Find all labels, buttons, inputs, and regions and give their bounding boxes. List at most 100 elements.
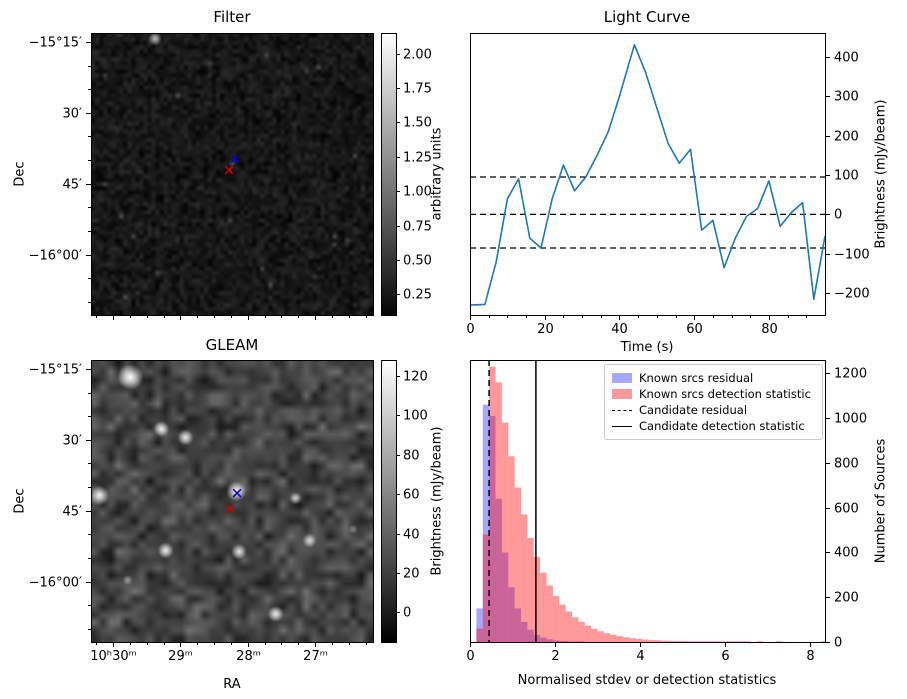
legend-label: Known srcs detection statistic: [639, 387, 811, 401]
axes-frame: [470, 33, 826, 316]
tick-label: 6: [721, 649, 729, 664]
tick-label: 2: [551, 649, 559, 664]
axes-frame: [91, 33, 374, 316]
tick-label: 1.00: [403, 185, 432, 200]
histogram-plot: [476, 360, 825, 642]
tick-label: 0: [834, 208, 842, 223]
tick-label: −100: [834, 248, 870, 263]
filter-colorbar-label: arbitrary units: [429, 127, 445, 221]
tick-label: 1000: [834, 412, 867, 427]
tick-label: −16°00′: [29, 249, 82, 264]
legend-pink-patch-icon: [612, 389, 632, 399]
lightcurve-brightness-label: Brightness (mJy/beam): [873, 99, 889, 249]
tick-label: 20: [403, 567, 420, 582]
tick-label: 60: [686, 322, 703, 337]
gleam-markers: [225, 488, 242, 514]
histogram-legend: Known srcs residual Known srcs detection…: [604, 364, 823, 440]
plot-contents: [224, 43, 826, 642]
gleam-colorbar: [381, 360, 396, 642]
tick-label: 0: [403, 606, 411, 621]
marker-x-red: [224, 165, 234, 175]
tick-label: 4: [636, 649, 644, 664]
hist-series-0: [476, 404, 585, 642]
light-curve-plot: [469, 43, 826, 306]
tick-labels: −15°15′ 30′ 45′ −16°00′ −15°15′ 30′ 45′ −16°00′…: [29, 36, 870, 665]
lightcurve-time-label: Time (s): [620, 340, 674, 355]
tick-label: 28ᵐ: [236, 649, 261, 664]
tick-label: 45′: [63, 178, 83, 193]
filter-colorbar: [381, 33, 396, 315]
tick-label: 200: [834, 130, 859, 145]
light-curve-line: [469, 43, 826, 306]
legend-label: Known srcs residual: [639, 371, 754, 385]
tick-label: 40: [403, 528, 420, 543]
tick-label: 8: [806, 649, 814, 664]
tick-label: 300: [834, 90, 859, 105]
tick-label: −15°15′: [29, 36, 82, 51]
legend-item-candidate-detstat: Candidate detection statistic: [612, 418, 815, 434]
tick-label: 29ᵐ: [168, 649, 193, 664]
marker-x-blue: [232, 488, 242, 498]
legend-item-known-detstat: Known srcs detection statistic: [612, 386, 815, 402]
filter-dec-label: Dec: [12, 161, 28, 187]
tick-label: −16°00′: [29, 576, 82, 591]
axes-frames: [91, 33, 826, 643]
tick-label: 1200: [834, 367, 867, 382]
tick-label: 0: [466, 322, 474, 337]
tick-label: 100: [834, 169, 859, 184]
legend-solid-line-icon: [612, 425, 632, 427]
tick-label: 1.50: [403, 116, 432, 131]
tick-label: 200: [834, 591, 859, 606]
tick-label: 2.00: [403, 48, 432, 63]
axes-frame: [91, 360, 374, 643]
legend-blue-patch-icon: [612, 373, 632, 383]
axes-frame: [381, 33, 397, 316]
tick-label: −15°15′: [29, 363, 82, 378]
tick-label: 0.50: [403, 254, 432, 269]
tick-label: 1.75: [403, 82, 432, 97]
tick-label: 600: [834, 502, 859, 517]
gleam-colorbar-label: Brightness (mJy/beam): [429, 426, 445, 576]
tick-label: 30′: [63, 434, 83, 449]
tick-label: 0.25: [403, 288, 432, 303]
tick-label: 400: [834, 546, 859, 561]
axes-frame: [470, 360, 826, 643]
tick-label: 27ᵐ: [303, 649, 328, 664]
tick-label: 20: [537, 322, 554, 337]
hist-series-1: [476, 366, 825, 642]
tick-label: −200: [834, 287, 870, 302]
hist-xlabel: Normalised stdev or detection statistics: [517, 673, 777, 688]
gleam-dec-label: Dec: [12, 488, 28, 514]
legend-label: Candidate detection statistic: [639, 419, 805, 433]
axis-ticks: [86, 42, 830, 647]
filter-markers: [224, 154, 240, 175]
tick-label: 60: [403, 488, 420, 503]
filter-title: Filter: [213, 8, 251, 26]
gleam-sky-image: [91, 360, 373, 642]
tick-label: 0: [466, 649, 474, 664]
legend-label: Candidate residual: [639, 403, 748, 417]
tick-label: 80: [761, 322, 778, 337]
legend-item-candidate-residual: Candidate residual: [612, 402, 815, 418]
tick-label: 0.75: [403, 220, 432, 235]
tick-label: 30′: [63, 107, 83, 122]
tick-label: 100: [403, 409, 428, 424]
tick-label: 120: [403, 370, 428, 385]
tick-label: 45′: [63, 505, 83, 520]
axes-frame: [381, 360, 397, 643]
gleam-title: GLEAM: [205, 336, 259, 354]
gleam-ra-label: RA: [223, 677, 241, 692]
legend-item-known-residual: Known srcs residual: [612, 370, 815, 386]
tick-label: 40: [611, 322, 628, 337]
tick-label: 400: [834, 51, 859, 66]
hist-ylabel: Number of Sources: [873, 438, 889, 564]
tick-label: 80: [403, 449, 420, 464]
legend-dashed-line-icon: [612, 409, 632, 411]
tick-label: 10ʰ30ᵐ: [90, 649, 136, 664]
marker-x-blue: [230, 154, 240, 164]
tick-label: 0: [834, 636, 842, 651]
tick-label: 800: [834, 457, 859, 472]
lightcurve-title: Light Curve: [603, 8, 691, 26]
